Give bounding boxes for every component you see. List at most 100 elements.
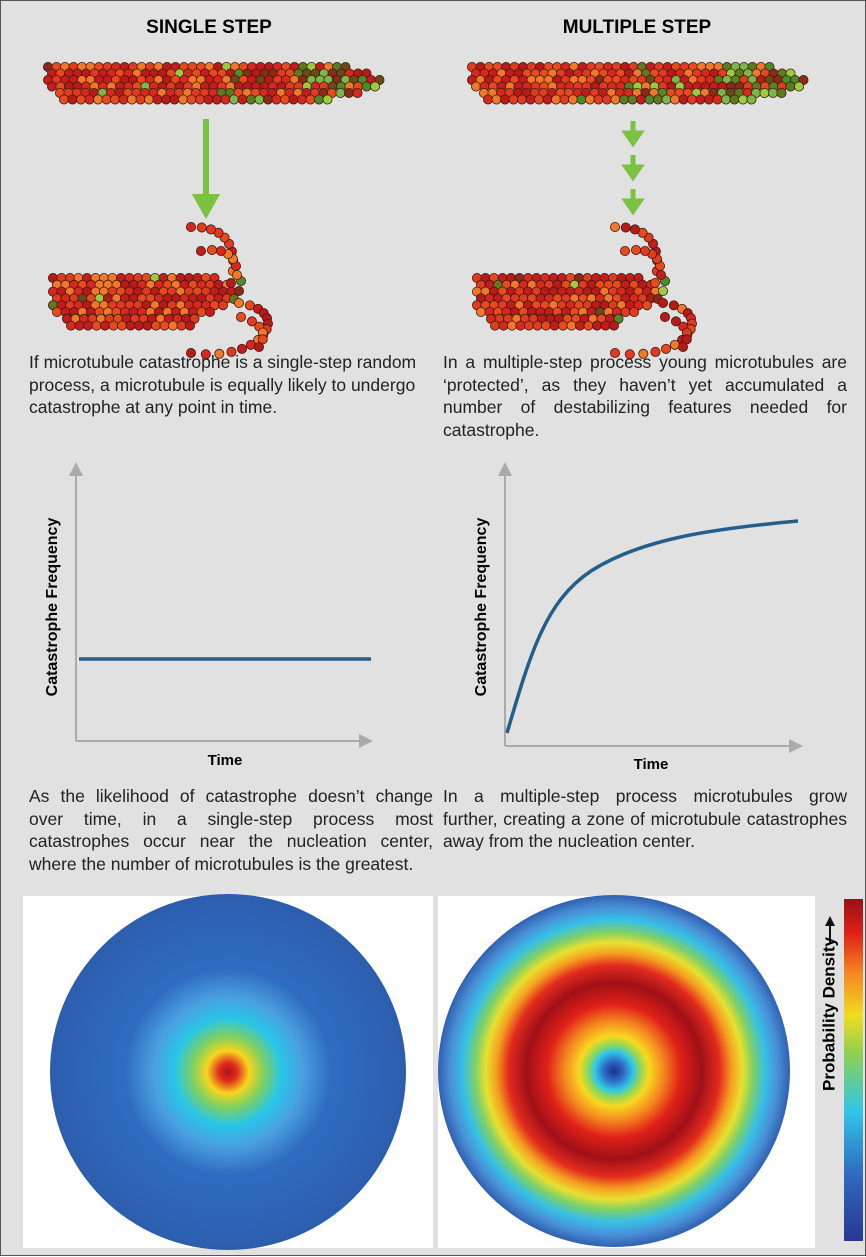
tubulin <box>169 94 180 105</box>
tubulin <box>52 306 63 317</box>
tubulin <box>785 81 796 92</box>
tubulin <box>231 269 242 280</box>
tubulin <box>313 94 324 105</box>
tubulin <box>203 94 214 105</box>
tubulin <box>670 94 681 105</box>
tubulin <box>67 94 78 105</box>
tubulin <box>482 94 493 105</box>
tubulin <box>642 300 653 311</box>
tubulin <box>551 94 562 105</box>
tubulin <box>254 94 265 105</box>
tubulin <box>195 245 206 256</box>
tubulin <box>233 297 244 308</box>
tubulin <box>498 320 509 331</box>
colorbar-label: Probability Density <box>819 936 838 1091</box>
tubulin <box>245 94 256 105</box>
tubulin <box>624 349 635 360</box>
tubulin <box>721 94 732 105</box>
tubulin <box>759 88 770 99</box>
tubulin <box>59 94 70 105</box>
tubulin <box>687 94 698 105</box>
tubulin <box>108 320 119 331</box>
tubulin <box>620 306 631 317</box>
tubulin <box>184 320 195 331</box>
tubulin <box>534 94 545 105</box>
outcome: In a multiple-step process microtubules … <box>443 786 847 851</box>
tubulin <box>660 311 671 322</box>
tubulin <box>101 94 112 105</box>
tubulin <box>205 224 216 235</box>
tubulin <box>110 94 121 105</box>
tubulin <box>627 94 638 105</box>
tubulin <box>217 300 228 311</box>
arrows <box>621 121 645 216</box>
tubulin <box>658 285 669 296</box>
tubulin <box>600 320 611 331</box>
tubulin <box>228 94 239 105</box>
tubulin <box>211 94 222 105</box>
tubulin <box>244 300 255 311</box>
tubulin <box>215 245 226 256</box>
tubulin <box>262 94 273 105</box>
tubulin <box>135 94 146 105</box>
tubulin <box>288 94 299 105</box>
tubulin <box>794 81 805 92</box>
tubulin <box>214 348 225 359</box>
tubulin <box>585 94 596 105</box>
tubulin <box>271 94 282 105</box>
tubulin <box>746 94 757 105</box>
tubulin <box>235 311 246 322</box>
tubulin <box>76 94 87 105</box>
tubulin <box>559 94 570 105</box>
curve <box>505 519 799 734</box>
tubulin <box>525 94 536 105</box>
tubulin <box>670 316 681 327</box>
tubulin <box>704 94 715 105</box>
tubulin <box>361 81 372 92</box>
y-axis-label: Catastrophe Frequency <box>473 518 490 697</box>
arrow <box>191 119 221 220</box>
tubulin <box>768 88 779 99</box>
tubulin <box>246 316 257 327</box>
tubulin <box>541 320 552 331</box>
tubulin <box>125 320 136 331</box>
tubulin <box>150 320 161 331</box>
tubulin <box>678 341 689 352</box>
tubulin <box>185 221 196 232</box>
column-title: MULTIPLE STEP <box>563 17 712 38</box>
tubulin <box>470 81 481 92</box>
tubulin <box>335 88 346 99</box>
tubulin <box>177 94 188 105</box>
tubulin <box>352 88 363 99</box>
tubulin <box>729 94 740 105</box>
tubulin <box>499 94 510 105</box>
tubulin <box>189 313 200 324</box>
tubulin <box>524 320 535 331</box>
tubulin <box>343 88 354 99</box>
tubulin <box>776 88 787 99</box>
tubulin <box>738 94 749 105</box>
tubulin <box>118 94 129 105</box>
tubulin <box>186 94 197 105</box>
tubulin <box>167 320 178 331</box>
tubulin <box>613 313 624 324</box>
tubulin <box>100 320 111 331</box>
tubulin <box>678 94 689 105</box>
tubulin <box>194 94 205 105</box>
tubulin <box>712 94 723 105</box>
tubulin <box>475 306 486 317</box>
tubulin <box>91 320 102 331</box>
heatmap <box>50 894 406 1250</box>
tubulin <box>237 94 248 105</box>
tubulin <box>152 94 163 105</box>
tubulin <box>143 94 154 105</box>
tubulin <box>83 320 94 331</box>
tubulin <box>185 347 196 358</box>
tubulin <box>668 300 679 311</box>
tubulin <box>656 269 667 280</box>
tubulin <box>576 94 587 105</box>
tubulin <box>508 94 519 105</box>
tubulin <box>369 81 380 92</box>
description: In a multiple-step process young microtu… <box>443 352 847 440</box>
